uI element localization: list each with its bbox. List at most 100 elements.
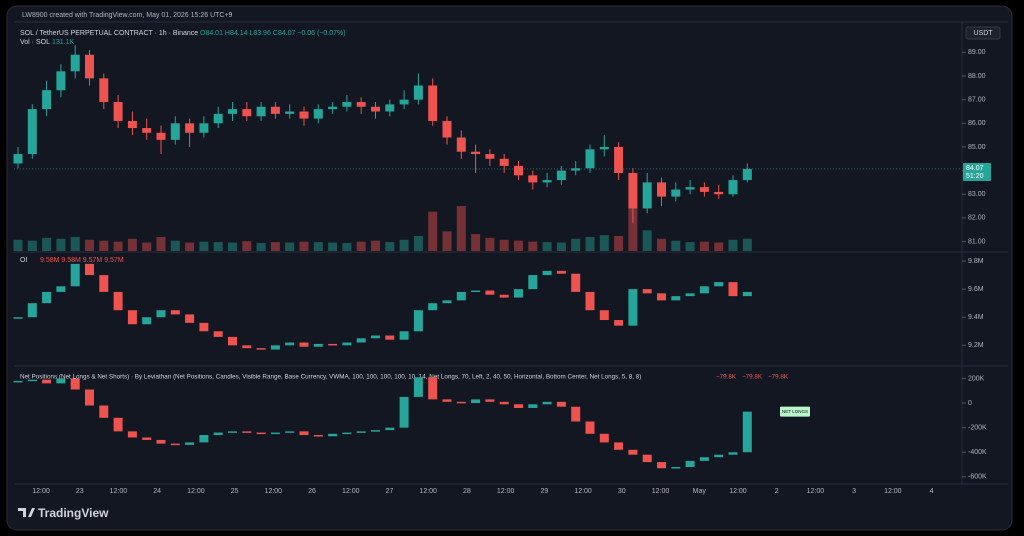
- candle-body: [685, 187, 695, 190]
- volume-bar: [599, 235, 609, 251]
- candle-body: [70, 54, 80, 72]
- step-candle: [113, 291, 123, 311]
- volume-bar: [127, 238, 137, 251]
- volume-bar: [285, 242, 295, 251]
- y-tick-label: 87.00: [968, 97, 986, 104]
- volume-bar: [42, 237, 52, 251]
- y-tick-label: -400K: [968, 449, 987, 456]
- x-tick-label: May: [693, 488, 707, 495]
- y-tick-label: 9.2M: [968, 342, 984, 349]
- step-candle: [428, 303, 438, 311]
- step-candle: [542, 270, 552, 276]
- candle-body: [514, 165, 523, 176]
- candle-body: [85, 54, 94, 79]
- step-candle: [228, 336, 237, 346]
- x-tick-label: 12:00: [807, 488, 825, 495]
- candle-body: [542, 180, 552, 183]
- volume-label: Vol · SOL: [20, 39, 50, 46]
- step-candle: [614, 320, 624, 326]
- volume-bar: [657, 238, 666, 251]
- step-candle: [242, 431, 252, 433]
- oi-label: OI: [20, 257, 27, 264]
- volume-bar: [27, 240, 37, 251]
- candle-body: [356, 102, 366, 107]
- y-tick-label: 89.00: [968, 49, 986, 56]
- volume-bar: [571, 238, 581, 251]
- step-candle: [456, 401, 466, 404]
- step-candle: [699, 457, 709, 461]
- step-candle: [13, 380, 23, 383]
- step-candle: [528, 404, 538, 408]
- step-candle: [70, 263, 80, 287]
- currency-box[interactable]: [965, 26, 1001, 40]
- step-candle: [70, 378, 80, 390]
- volume-bar: [213, 242, 223, 251]
- net-reading: −79.8K: [716, 374, 737, 381]
- step-candle: [85, 389, 94, 406]
- volume-bar: [385, 242, 395, 251]
- step-candle: [742, 411, 752, 453]
- step-candle: [199, 435, 209, 443]
- step-candle: [499, 401, 509, 405]
- step-candle: [571, 273, 581, 292]
- x-tick-label: 12:00: [884, 488, 902, 495]
- y-tick-label: 88.00: [968, 73, 986, 80]
- step-candle: [714, 282, 724, 287]
- step-candle: [556, 401, 566, 407]
- candle-body: [385, 104, 395, 112]
- step-candle: [42, 291, 52, 304]
- step-candle: [385, 427, 395, 431]
- candle-body: [56, 71, 66, 91]
- candle-body: [614, 146, 624, 173]
- y-tick-label: 86.00: [968, 120, 986, 127]
- candle-body: [113, 102, 123, 121]
- step-candle: [742, 291, 752, 297]
- volume-bar: [628, 207, 638, 251]
- candle-body: [528, 175, 538, 183]
- candle-body: [299, 111, 309, 119]
- volume-bar: [342, 243, 352, 251]
- y-tick-label: -200K: [968, 424, 987, 431]
- ohlc: O84.01 H84.14 L83.96 C84.07 −0.06 (−0.07…: [200, 30, 346, 37]
- volume-bar: [714, 242, 724, 251]
- step-candle: [657, 293, 666, 301]
- volume-bar: [313, 242, 323, 251]
- volume-bar: [471, 234, 481, 251]
- x-tick-label: 12:00: [110, 488, 128, 495]
- volume-bar: [456, 206, 466, 251]
- step-candle: [56, 286, 66, 292]
- step-candle: [313, 435, 323, 437]
- volume-bar: [99, 240, 109, 251]
- step-candle: [599, 310, 609, 321]
- step-candle: [42, 379, 52, 384]
- step-candle: [270, 432, 280, 435]
- step-candle: [699, 286, 709, 294]
- step-candle: [27, 303, 37, 318]
- volume-bar: [428, 211, 438, 251]
- step-candle: [442, 300, 452, 304]
- step-candle: [456, 291, 466, 301]
- x-tick-label: 4: [930, 488, 934, 495]
- step-candle: [242, 345, 252, 349]
- volume-bar: [356, 241, 366, 251]
- step-candle: [99, 405, 109, 418]
- x-tick-label: 27: [386, 488, 394, 495]
- step-candle: [56, 378, 66, 384]
- step-candle: [142, 437, 152, 440]
- step-candle: [156, 439, 166, 444]
- volume-bar: [299, 241, 309, 251]
- volume-bar: [142, 242, 152, 251]
- volume-bar: [499, 239, 509, 251]
- net-tag: NET LONGS: [782, 409, 808, 414]
- candle-body: [142, 128, 152, 133]
- last-price: 84.07: [966, 165, 984, 172]
- step-candle: [99, 275, 109, 292]
- step-candle: [728, 452, 738, 455]
- step-candle: [328, 433, 338, 437]
- volume-bar: [514, 240, 523, 251]
- volume-bar: [56, 238, 66, 251]
- step-candle: [714, 454, 724, 458]
- y-tick-label: 9.6M: [968, 286, 984, 293]
- candle-body: [399, 99, 409, 105]
- currency[interactable]: USDT: [973, 30, 993, 37]
